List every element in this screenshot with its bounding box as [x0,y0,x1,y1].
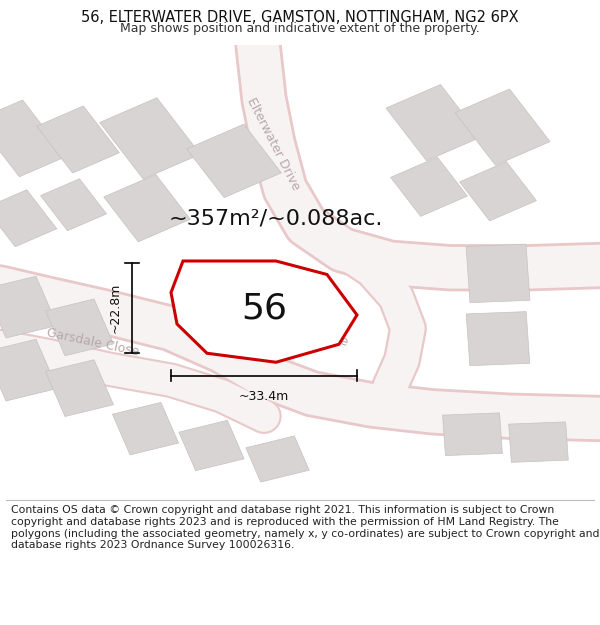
Bar [391,157,467,216]
Text: 56: 56 [241,291,287,325]
Bar [112,402,179,455]
Bar [466,312,530,366]
Text: ~357m²/~0.088ac.: ~357m²/~0.088ac. [169,208,383,228]
Text: Elterwater Drive: Elterwater Drive [244,96,302,192]
Bar [386,84,481,161]
Bar [46,360,113,416]
Text: Garsdale Close: Garsdale Close [256,308,350,349]
Bar [104,174,190,242]
Bar [466,244,530,302]
Bar [509,422,568,462]
Text: Garsdale Close: Garsdale Close [46,326,140,358]
Bar [443,413,502,456]
Bar [0,100,66,177]
Polygon shape [171,261,357,362]
Bar [37,106,119,173]
Bar [0,190,57,247]
Text: Map shows position and indicative extent of the property.: Map shows position and indicative extent… [120,22,480,35]
Bar [0,339,58,401]
Text: ~33.4m: ~33.4m [239,390,289,403]
Bar [246,436,309,482]
Bar [455,89,550,165]
Bar [46,299,113,356]
Text: Contains OS data © Crown copyright and database right 2021. This information is : Contains OS data © Crown copyright and d… [11,506,599,550]
Bar [187,124,281,198]
Bar [100,98,200,179]
Bar [460,162,536,221]
Bar [179,421,244,471]
Bar [41,179,106,231]
Bar [0,276,58,338]
Text: 56, ELTERWATER DRIVE, GAMSTON, NOTTINGHAM, NG2 6PX: 56, ELTERWATER DRIVE, GAMSTON, NOTTINGHA… [81,10,519,25]
Text: ~22.8m: ~22.8m [109,283,122,334]
